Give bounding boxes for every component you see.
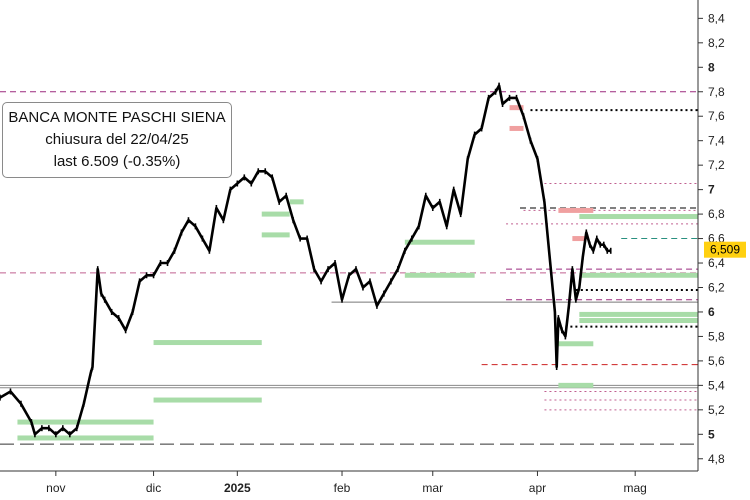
x-tick-label-2: 2025 [224, 481, 251, 495]
support-zone-17 [579, 311, 698, 317]
support-zone-3 [153, 397, 262, 403]
y-tick-label-7: 6,2 [708, 280, 725, 294]
x-tick-label-4: mar [422, 481, 443, 495]
support-zone-15 [579, 214, 698, 220]
y-tick-label-10: 6,8 [708, 207, 725, 221]
support-zone-14 [558, 382, 594, 388]
y-tick-label-12: 7,2 [708, 158, 725, 172]
closing-date: chiusura del 22/04/25 [45, 131, 189, 148]
support-zone-7 [404, 239, 475, 245]
last-price: last 6.509 (-0.35%) [53, 153, 181, 170]
support-zone-6 [289, 199, 304, 205]
last-value-marker: 6,509 [704, 241, 746, 258]
price-series [0, 82, 612, 438]
x-tick-label-6: mag [624, 481, 647, 495]
x-axis-background [0, 471, 750, 500]
y-tick-label-16: 8 [708, 60, 715, 74]
x-axis: nov dic 2025 feb mar apr mag [0, 470, 750, 500]
last-value-text: 6,509 [710, 243, 740, 257]
support-zone-5 [261, 232, 290, 238]
support-zone-16 [579, 272, 698, 278]
y-tick-label-8: 6,4 [708, 256, 725, 270]
plot-background [0, 0, 698, 471]
x-tick-label-0: nov [46, 481, 65, 495]
support-zone-13 [558, 341, 594, 347]
support-zone-8 [404, 272, 475, 278]
support-zone-2 [153, 340, 262, 346]
y-tick-label-4: 5,6 [708, 354, 725, 368]
y-tick-label-6: 6 [708, 305, 715, 319]
support-zone-4 [261, 211, 290, 217]
y-tick-label-11: 7 [708, 183, 715, 197]
resistance-zone-10 [509, 125, 524, 131]
y-tick-label-14: 7,6 [708, 109, 725, 123]
y-tick-label-13: 7,4 [708, 134, 725, 148]
support-zone-0 [17, 419, 154, 425]
stock-name: BANCA MONTE PASCHI SIENA [8, 109, 226, 126]
price-zones [17, 105, 698, 441]
last-value-box [704, 241, 746, 258]
support-zone-1 [17, 435, 154, 441]
resistance-zone-12 [558, 207, 594, 213]
x-tick-label-1: dic [146, 481, 161, 495]
support-zone-18 [579, 318, 698, 324]
y-tick-label-17: 8,2 [708, 36, 725, 50]
resistance-zone-11 [572, 236, 587, 242]
x-tick-label-3: feb [334, 481, 351, 495]
price-line-0 [0, 84, 611, 436]
y-tick-label-1: 5 [708, 427, 715, 441]
y-tick-label-15: 7,8 [708, 85, 725, 99]
y-tick-label-2: 5,2 [708, 403, 725, 417]
y-tick-label-0: 4,8 [708, 452, 725, 466]
y-tick-label-18: 8,4 [708, 11, 725, 25]
y-tick-label-3: 5,4 [708, 378, 725, 392]
resistance-zone-9 [509, 105, 524, 111]
info-box: BANCA MONTE PASCHI SIENA chiusura del 22… [2, 102, 232, 178]
y-tick-label-5: 5,8 [708, 329, 725, 343]
x-tick-label-5: apr [529, 481, 546, 495]
